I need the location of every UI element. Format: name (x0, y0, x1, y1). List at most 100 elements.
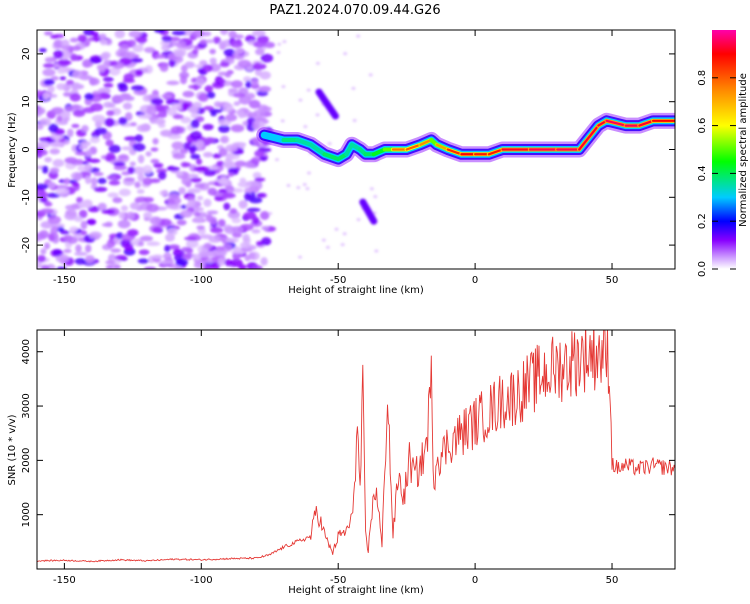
noise-blob (37, 191, 49, 198)
noise-blob (150, 147, 159, 152)
noise-blob (227, 172, 234, 177)
noise-blob (282, 40, 287, 44)
noise-blob (189, 130, 202, 140)
y-tick-label: 20 (21, 48, 32, 61)
noise-blob (230, 80, 243, 89)
noise-blob (70, 104, 81, 110)
noise-blob (252, 216, 260, 225)
noise-blob (252, 30, 266, 37)
ridge-core (578, 124, 600, 151)
noise-blob (210, 262, 221, 269)
noise-blob (253, 62, 262, 71)
noise-blob (135, 198, 146, 203)
noise-blob (219, 30, 229, 36)
snr-y-axis: 1000 2000 3000 4000 (21, 339, 675, 527)
noise-blob (71, 182, 80, 187)
noise-blob (121, 95, 135, 101)
noise-blob (70, 45, 82, 51)
noise-blob (117, 153, 130, 163)
streak-point (331, 112, 339, 120)
noise-blob (180, 116, 192, 124)
noise-blob (63, 234, 73, 242)
noise-blob (136, 188, 145, 194)
noise-blob (260, 53, 274, 63)
noise-blob (154, 30, 166, 34)
streak-1 (359, 198, 378, 225)
noise-blob (52, 142, 64, 147)
noise-blob (226, 153, 240, 160)
noise-blob (145, 151, 152, 157)
noise-blob (212, 83, 225, 88)
snr-x-label: Height of straight line (km) (288, 585, 424, 596)
noise-blob (56, 69, 67, 74)
x-tick-label: -100 (190, 275, 213, 286)
noise-blob (180, 204, 187, 210)
spectrogram-y-label: Frequency (Hz) (7, 112, 18, 188)
noise-blob (87, 158, 101, 163)
noise-blob (78, 209, 88, 219)
noise-blob (213, 101, 222, 108)
noise-blob (37, 124, 44, 130)
noise-blob (44, 157, 52, 163)
noise-blob (40, 248, 47, 255)
noise-blob (49, 148, 61, 155)
noise-blob (52, 159, 65, 168)
noise-blob (251, 78, 259, 86)
y-tick-label: 3000 (21, 393, 32, 418)
noise-blob (143, 211, 153, 219)
noise-blob (77, 165, 87, 172)
x-tick-label: 0 (472, 275, 478, 286)
noise-blob (42, 68, 56, 77)
noise-blob (237, 109, 245, 119)
noise-blob (233, 34, 244, 39)
noise-blob (56, 226, 65, 232)
noise-blob (76, 196, 83, 204)
noise-blob (60, 45, 71, 51)
noise-blob (222, 192, 236, 199)
noise-blob (168, 244, 180, 250)
noise-blob (192, 216, 204, 223)
noise-blob (85, 254, 95, 264)
noise-blob (74, 251, 88, 256)
noise-blob (225, 237, 239, 243)
noise-blob (118, 188, 131, 197)
noise-blob (48, 233, 55, 242)
noise-blob (123, 73, 135, 82)
noise-blob (213, 36, 221, 44)
noise-blob (38, 137, 53, 142)
noise-blob (89, 31, 99, 37)
noise-blob (224, 72, 232, 78)
noise-blob (107, 175, 117, 180)
noise-blob (202, 151, 213, 158)
noise-blob (113, 161, 126, 167)
noise-blob (203, 264, 213, 269)
noise-blob (80, 220, 88, 230)
noise-blob (203, 242, 213, 250)
noise-blob (37, 261, 43, 269)
noise-blob (179, 148, 189, 154)
noise-blob (97, 177, 107, 185)
noise-blob (97, 64, 106, 73)
noise-blob (39, 196, 48, 203)
noise-blob (218, 119, 232, 126)
noise-blob (139, 235, 154, 242)
noise-blob (252, 120, 260, 130)
noise-blob (101, 209, 116, 215)
snr-x-axis: -150 -100 -50 0 50 (53, 330, 618, 586)
noise-blob (118, 117, 128, 125)
noise-blob (53, 39, 64, 49)
noise-blob (120, 44, 129, 49)
ridge-segment (295, 137, 313, 147)
noise-blob (159, 190, 168, 196)
noise-blob (143, 266, 157, 269)
noise-blob (178, 186, 186, 195)
noise-blob (210, 111, 217, 117)
noise-blob (103, 82, 114, 88)
noise-blob (142, 165, 153, 175)
noise-blob (169, 36, 181, 42)
noise-blob (315, 113, 320, 117)
noise-blob (93, 186, 108, 193)
noise-blob (306, 171, 311, 175)
noise-blob (132, 143, 146, 152)
colorbar: 0.0 0.2 0.4 0.6 0.8 Normalized spectral ampl… (697, 30, 749, 277)
